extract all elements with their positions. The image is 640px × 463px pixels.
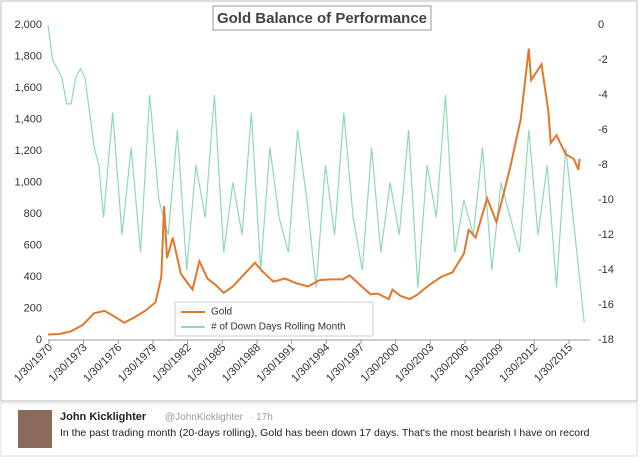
legend-label: # of Down Days Rolling Month [211,322,346,333]
tweet-time: · 17h [250,412,273,423]
y-tick-label: 1,200 [14,145,42,157]
chart-title: Gold Balance of Performance [217,10,427,27]
y-tick-label: 1,600 [14,82,42,94]
y2-tick-label: -12 [598,229,614,241]
y2-tick-label: -6 [598,124,608,136]
y-tick-label: 600 [24,239,42,251]
y-tick-label: 1,000 [14,176,42,188]
chart-frame [0,0,638,402]
legend: Gold # of Down Days Rolling Month [174,301,374,337]
y-tick-label: 1,400 [14,113,42,125]
y-tick-label: 800 [24,208,42,220]
tweet-text: In the past trading month (20-days rolli… [60,427,590,439]
avatar[interactable] [18,410,52,448]
y-tick-label: 2,000 [14,19,42,31]
y2-tick-label: -4 [598,89,608,101]
tweet-box [0,402,638,457]
y2-tick-label: -18 [598,334,614,346]
y2-tick-label: -16 [598,299,614,311]
y2-tick-label: -14 [598,264,614,276]
series-line [47,24,585,323]
y-tick-label: 200 [24,302,42,314]
y-tick-label: 0 [36,334,42,346]
y2-tick-label: -10 [598,194,614,206]
title-box [212,5,432,31]
legend-label: Gold [211,307,232,318]
y2-tick-label: 0 [598,19,604,31]
y-tick-label: 400 [24,271,42,283]
series-line [47,48,581,336]
tweet-handle[interactable]: @JohnKicklighter [165,412,244,423]
y2-tick-label: -2 [598,54,608,66]
tweet-name[interactable]: John Kicklighter [60,411,147,423]
legend-box [174,301,374,337]
y-tick-label: 1,800 [14,50,42,62]
y2-tick-label: -8 [598,159,608,171]
